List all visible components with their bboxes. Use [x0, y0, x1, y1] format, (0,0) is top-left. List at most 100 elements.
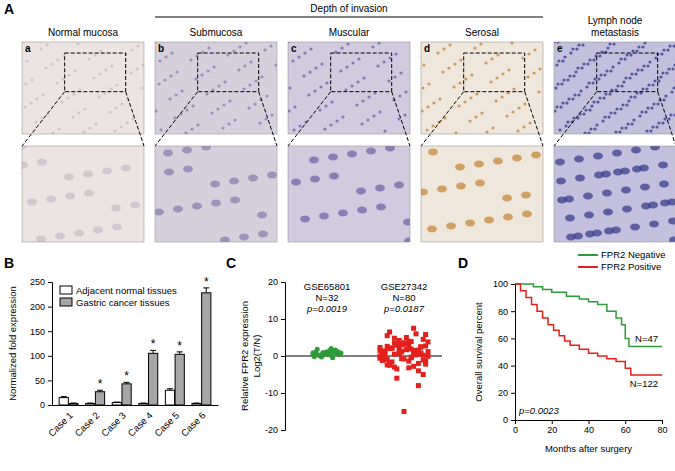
y-axis-line: [281, 283, 286, 431]
cell-texture: [602, 96, 605, 99]
cell-texture: [426, 105, 429, 108]
cell-texture: [377, 42, 380, 45]
cell-texture: [164, 55, 167, 58]
cell-texture: [210, 111, 213, 114]
cell-texture: [628, 76, 631, 79]
cell-texture: [421, 109, 424, 112]
cell-texture: [621, 187, 631, 194]
micrograph-letter: d: [424, 43, 430, 54]
y-axis-tick-mark: [48, 356, 52, 357]
cell-texture: [57, 127, 60, 130]
zoom-connector: [658, 92, 675, 146]
cell-texture: [73, 69, 76, 72]
cell-texture: [194, 77, 197, 80]
cell-texture: [671, 67, 674, 70]
cell-texture: [378, 110, 381, 113]
error-bar: [167, 389, 173, 390]
point: [416, 383, 421, 388]
cell-texture: [652, 102, 655, 105]
cell-texture: [613, 111, 616, 114]
cell-texture: [631, 49, 634, 52]
cell-texture: [563, 55, 566, 58]
cell-texture: [163, 78, 166, 81]
cell-texture: [507, 68, 510, 71]
group-line: [155, 17, 543, 18]
cell-texture: [510, 42, 513, 45]
cell-texture: [527, 52, 530, 55]
point: [399, 356, 404, 361]
cell-texture: [232, 49, 235, 52]
cell-texture: [522, 125, 525, 128]
cell-texture: [640, 184, 650, 191]
cell-texture: [655, 125, 658, 128]
cell-texture: [459, 58, 462, 61]
cell-texture: [230, 197, 240, 204]
zoom-box: [65, 53, 126, 92]
error-bar: [87, 403, 93, 404]
y-axis-tick: 60: [498, 334, 515, 344]
cell-texture: [67, 73, 70, 76]
x-axis-tick-label: Case 1: [46, 410, 75, 439]
cell-texture: [319, 213, 329, 220]
cell-texture: [288, 109, 291, 112]
cell-texture: [394, 52, 397, 55]
cell-texture: [211, 88, 214, 91]
cell-texture: [554, 109, 557, 112]
cell-texture: [319, 85, 322, 88]
cell-texture: [620, 126, 623, 129]
cell-texture: [39, 47, 42, 50]
x-axis-tick: Case 1: [46, 405, 75, 439]
y-axis-tick-mark: [281, 356, 285, 357]
cell-texture: [588, 108, 591, 111]
point: [421, 372, 426, 377]
cell-texture: [155, 209, 164, 216]
y-axis-tick-mark: [48, 307, 52, 308]
cell-texture: [647, 83, 650, 86]
zoom-box: [464, 53, 525, 92]
cell-texture: [568, 74, 571, 77]
cell-texture: [22, 162, 28, 169]
point: [394, 376, 399, 381]
panel-label: A: [4, 1, 14, 17]
cell-texture: [72, 92, 75, 95]
cell-texture: [555, 159, 565, 166]
y-axis-tick-mark: [281, 430, 285, 431]
plot-area: [59, 288, 211, 405]
cell-texture: [157, 82, 160, 85]
cell-texture: [667, 67, 670, 70]
micrograph-letter: e: [557, 43, 563, 54]
point: [416, 361, 421, 366]
cell-texture: [573, 93, 576, 96]
y-axis-title: Relative FPR2 expression: [239, 301, 250, 411]
cell-texture: [248, 83, 251, 86]
cell-texture: [367, 95, 370, 98]
cell-texture: [641, 87, 644, 90]
cell-texture: [35, 97, 38, 100]
y-axis-tick-mark: [511, 393, 515, 394]
cell-texture: [211, 200, 221, 207]
error-bar-cap: [114, 402, 120, 403]
bar: [59, 398, 68, 405]
micrograph-bg: [22, 146, 144, 242]
cell-texture: [566, 120, 569, 123]
cell-texture: [221, 126, 224, 129]
cell-texture: [599, 73, 602, 76]
cell-texture: [141, 63, 144, 66]
panel-label: B: [4, 255, 14, 271]
y-axis-tick-mark: [281, 393, 285, 394]
cell-texture: [484, 61, 487, 64]
cell-texture: [174, 93, 177, 96]
zoom-box: [331, 53, 392, 92]
error-bar: [70, 403, 76, 404]
cell-texture: [583, 193, 593, 200]
cell-texture: [82, 130, 85, 133]
micrograph: [22, 42, 144, 134]
cell-texture: [307, 93, 310, 96]
cell-texture: [114, 106, 117, 109]
cell-texture: [60, 100, 63, 103]
cell-texture: [572, 116, 575, 119]
micrograph-zoom: [155, 146, 277, 242]
cell-texture: [576, 66, 579, 69]
cell-texture: [258, 231, 268, 238]
cell-texture: [622, 80, 625, 83]
